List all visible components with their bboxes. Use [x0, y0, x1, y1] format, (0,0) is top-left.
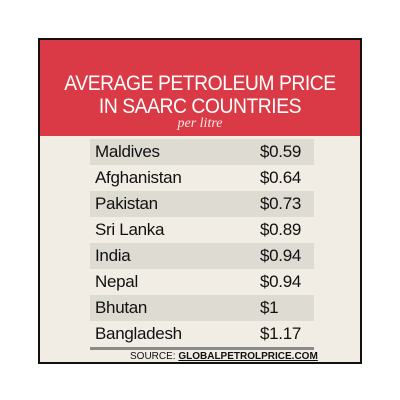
price: $0.94: [260, 272, 302, 291]
table-row: Bangladesh $1.17: [90, 321, 314, 347]
price: $1: [260, 298, 279, 317]
header-band: AVERAGE PETROLEUM PRICE IN SAARC COUNTRI…: [40, 40, 360, 136]
table-row: Nepal $0.94: [90, 269, 314, 295]
source-label: SOURCE:: [130, 351, 176, 362]
title-line: AVERAGE PETROLEUM PRICE: [64, 72, 336, 95]
table-row: India $0.94: [90, 243, 314, 269]
country: Pakistan: [95, 194, 158, 213]
infographic: AVERAGE PETROLEUM PRICE IN SAARC COUNTRI…: [38, 38, 362, 364]
table: Maldives $0.59 Afghanistan $0.64 Pakistan $0.…: [90, 139, 314, 347]
country: India: [95, 246, 131, 265]
price: $1.17: [260, 324, 302, 343]
country: Afghanistan: [95, 168, 182, 187]
table-row: Maldives $0.59: [90, 139, 314, 165]
table-row: Sri Lanka $0.89: [90, 217, 314, 243]
country: Sri Lanka: [95, 220, 165, 239]
table-row: Afghanistan $0.64: [90, 165, 314, 191]
country: Nepal: [95, 272, 138, 291]
source-text: GLOBALPETROLPRICE.COM: [178, 351, 318, 362]
price: $0.94: [260, 246, 302, 265]
subtitle: per litre: [177, 116, 223, 131]
table-row: Bhutan $1: [90, 295, 314, 321]
country: Bangladesh: [95, 324, 182, 343]
country: Maldives: [95, 142, 160, 161]
table-row: Pakistan $0.73: [90, 191, 314, 217]
price: $0.73: [260, 194, 302, 213]
title-line: IN SAARC COUNTRIES: [98, 95, 302, 118]
source: SOURCE: GLOBALPETROLPRICE.COM: [130, 351, 318, 362]
price: $0.64: [260, 168, 302, 187]
divider: [90, 347, 314, 350]
price: $0.89: [260, 220, 302, 239]
price: $0.59: [260, 142, 302, 161]
country: Bhutan: [95, 298, 148, 317]
